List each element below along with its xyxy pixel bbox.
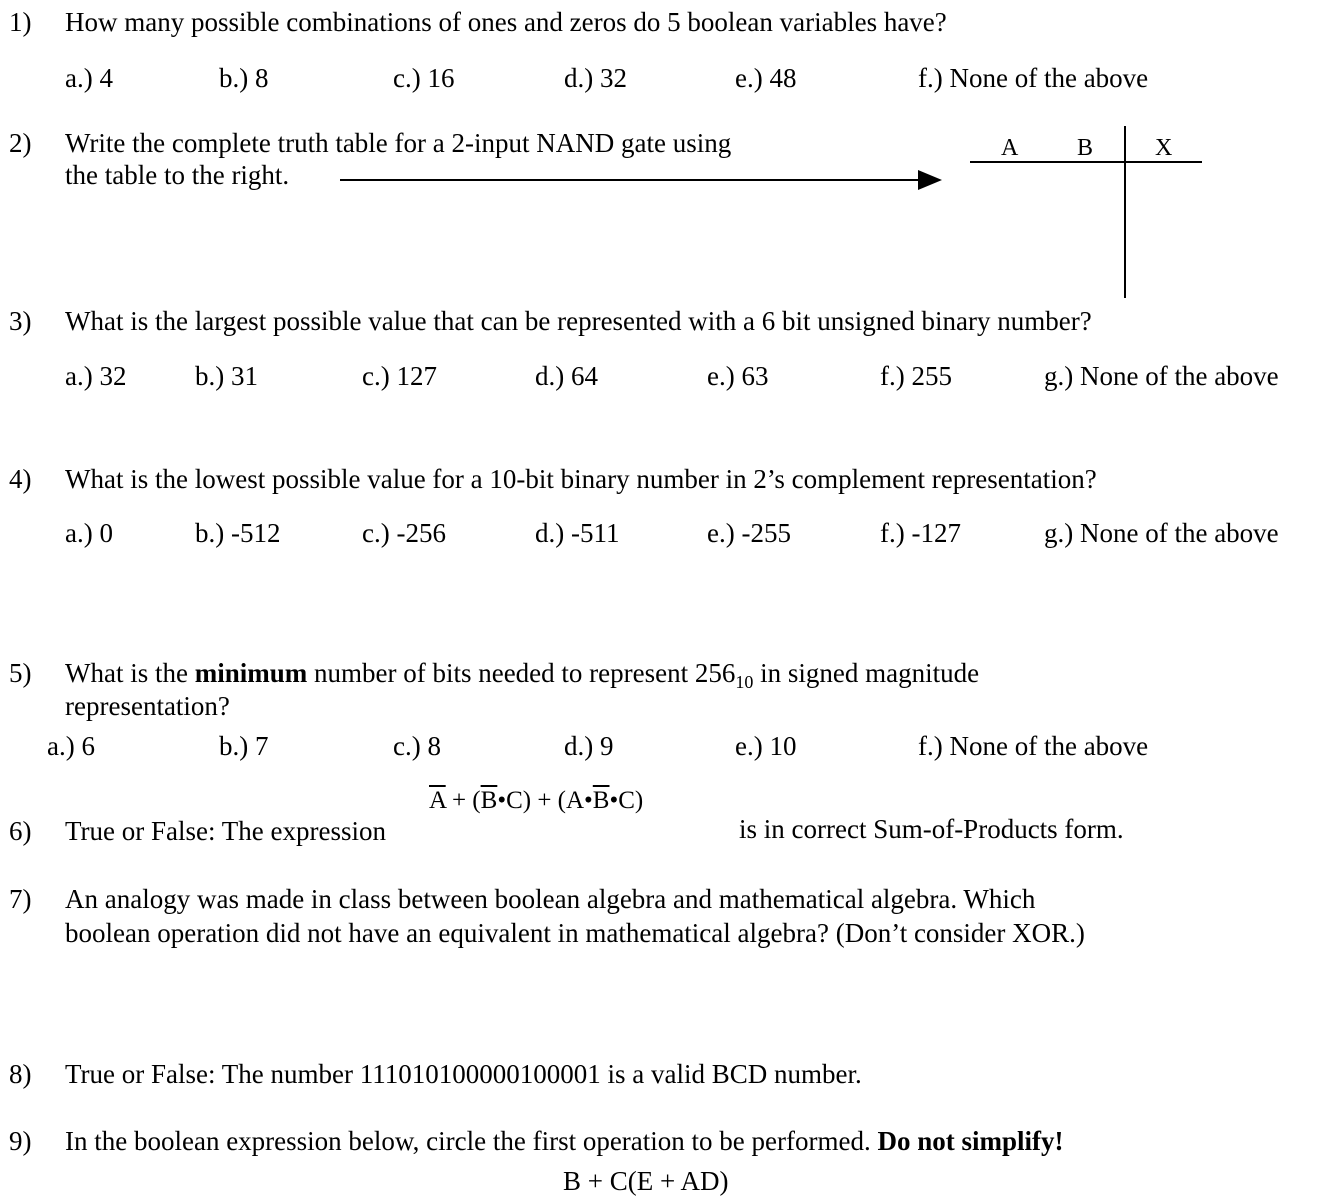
q5-option-f[interactable]: f.) None of the above bbox=[918, 731, 1149, 761]
q5-option-e[interactable]: e.) 10 bbox=[735, 731, 797, 761]
q5-number: 5) bbox=[9, 658, 32, 688]
q1-option-c[interactable]: c.) 16 bbox=[393, 63, 455, 93]
q5-option-d[interactable]: d.) 9 bbox=[564, 731, 614, 761]
q3-option-d[interactable]: d.) 64 bbox=[535, 361, 598, 391]
q2-text-line2: the table to the right. bbox=[65, 160, 290, 190]
q3-option-g[interactable]: g.) None of the above bbox=[1044, 361, 1279, 391]
truth-table-header-x: X bbox=[1155, 135, 1173, 161]
q1-number: 1) bbox=[9, 7, 32, 37]
q4-option-f[interactable]: f.) -127 bbox=[880, 518, 961, 548]
q9-emphasis: Do not simplify! bbox=[877, 1126, 1064, 1156]
q4-text: What is the lowest possible value for a … bbox=[65, 464, 1097, 494]
q3-text: What is the largest possible value that … bbox=[65, 306, 1092, 336]
q8-text: True or False: The number 11101010000010… bbox=[65, 1059, 862, 1089]
q1-option-f[interactable]: f.) None of the above bbox=[918, 63, 1149, 93]
q6-text-pre: True or False: The expression bbox=[65, 816, 386, 846]
q5-subscript: 10 bbox=[735, 672, 754, 692]
truth-table-divider bbox=[1124, 126, 1126, 298]
q4-option-c[interactable]: c.) -256 bbox=[362, 518, 446, 548]
expr-a-bar: A bbox=[429, 787, 446, 814]
q2-text-line1: Write the complete truth table for a 2-i… bbox=[65, 128, 732, 158]
q1-option-e[interactable]: e.) 48 bbox=[735, 63, 797, 93]
q4-option-a[interactable]: a.) 0 bbox=[65, 518, 113, 548]
q2-number: 2) bbox=[9, 128, 32, 158]
q7-text-line1: An analogy was made in class between boo… bbox=[65, 884, 1036, 914]
q4-option-g[interactable]: g.) None of the above bbox=[1044, 518, 1279, 548]
q4-number: 4) bbox=[9, 464, 32, 494]
expr-b-bar-2: B bbox=[592, 787, 610, 814]
truth-table-header-rule bbox=[970, 161, 1202, 163]
q7-text-line2: boolean operation did not have an equiva… bbox=[65, 918, 1085, 948]
expr-b-bar: B bbox=[480, 787, 498, 814]
q5-option-b[interactable]: b.) 7 bbox=[219, 731, 269, 761]
q4-option-e[interactable]: e.) -255 bbox=[707, 518, 791, 548]
arrow-right-icon bbox=[340, 170, 942, 190]
q7-number: 7) bbox=[9, 884, 32, 914]
q5-text: What is the minimum number of bits neede… bbox=[65, 658, 980, 692]
sop-expression: A + (B•C) + (A•B•C) bbox=[429, 787, 644, 814]
truth-table-header-a: A bbox=[1001, 135, 1019, 161]
q3-option-f[interactable]: f.) 255 bbox=[880, 361, 952, 391]
q9-expression[interactable]: B + C(E + AD) bbox=[563, 1166, 729, 1196]
truth-table-header-b: B bbox=[1077, 135, 1094, 161]
q4-option-d[interactable]: d.) -511 bbox=[535, 518, 620, 548]
q1-option-a[interactable]: a.) 4 bbox=[65, 63, 113, 93]
q9-text: In the boolean expression below, circle … bbox=[65, 1126, 1064, 1156]
q4-option-b[interactable]: b.) -512 bbox=[195, 518, 281, 548]
q5-option-a[interactable]: a.) 6 bbox=[47, 731, 95, 761]
q3-option-b[interactable]: b.) 31 bbox=[195, 361, 258, 391]
q9-number: 9) bbox=[9, 1126, 32, 1156]
q1-option-b[interactable]: b.) 8 bbox=[219, 63, 269, 93]
q3-option-e[interactable]: e.) 63 bbox=[707, 361, 769, 391]
q6-text-post: is in correct Sum-of-Products form. bbox=[739, 814, 1124, 844]
q1-option-d[interactable]: d.) 32 bbox=[564, 63, 627, 93]
q3-option-a[interactable]: a.) 32 bbox=[65, 361, 127, 391]
q1-text: How many possible combinations of ones a… bbox=[65, 7, 947, 37]
q6-number: 6) bbox=[9, 816, 32, 846]
q8-number: 8) bbox=[9, 1059, 32, 1089]
q5-emphasis: minimum bbox=[194, 658, 308, 688]
q5-text-line2: representation? bbox=[65, 691, 230, 721]
q3-option-c[interactable]: c.) 127 bbox=[362, 361, 437, 391]
q5-option-c[interactable]: c.) 8 bbox=[393, 731, 441, 761]
q3-number: 3) bbox=[9, 306, 32, 336]
